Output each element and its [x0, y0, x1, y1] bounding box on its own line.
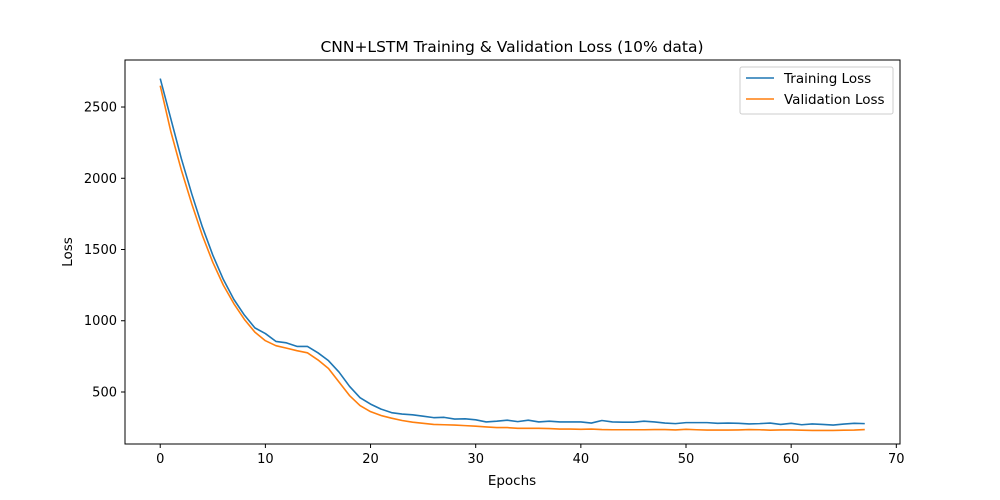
x-axis-label: Epochs — [488, 473, 536, 489]
legend: Training Loss Validation Loss — [739, 66, 894, 115]
x-tick-label: 10 — [257, 452, 274, 467]
x-tick-label: 20 — [362, 452, 379, 467]
series-line-training-loss — [159, 78, 865, 426]
chart-title: CNN+LSTM Training & Validation Loss (10%… — [320, 38, 703, 56]
legend-label: Training Loss — [783, 71, 871, 87]
y-tick-label: 500 — [92, 385, 117, 400]
y-tick-label: 2500 — [84, 101, 117, 116]
x-axis: 0 10 20 30 40 50 60 70 — [156, 444, 905, 467]
y-tick-label: 1500 — [84, 243, 117, 258]
plot-lines — [159, 78, 865, 432]
y-axis: 500 1000 1500 2000 2500 — [84, 101, 125, 400]
x-tick-label: 70 — [888, 452, 905, 467]
x-tick-label: 60 — [783, 452, 800, 467]
y-tick-label: 1000 — [84, 314, 117, 329]
y-axis-label: Loss — [60, 237, 76, 267]
series-line-validation-loss — [159, 85, 865, 432]
x-tick-label: 50 — [678, 452, 695, 467]
y-tick-label: 2000 — [84, 172, 117, 187]
legend-box — [739, 66, 894, 115]
x-tick-label: 30 — [467, 452, 484, 467]
x-tick-label: 0 — [156, 452, 164, 467]
x-tick-label: 40 — [573, 452, 590, 467]
plot-frame — [124, 59, 901, 445]
legend-label: Validation Loss — [784, 92, 885, 108]
